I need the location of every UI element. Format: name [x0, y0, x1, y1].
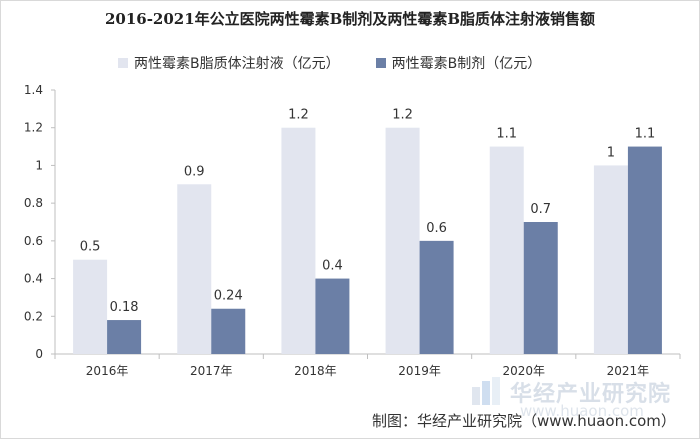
bar-liposome	[177, 184, 212, 354]
bar-liposome	[385, 127, 420, 354]
bar-preparation	[419, 240, 454, 354]
y-tick-label: 0.4	[24, 272, 43, 286]
data-label-preparation: 0.24	[214, 289, 243, 304]
data-label-preparation: 0.18	[110, 300, 139, 315]
data-label-liposome: 1.2	[288, 108, 309, 123]
bar-liposome	[593, 165, 628, 354]
x-tick-label: 2019年	[398, 364, 441, 378]
data-label-preparation: 0.6	[426, 221, 447, 236]
watermark-logo-icon	[472, 377, 500, 405]
bar-preparation	[107, 320, 142, 354]
y-tick-label: 1.4	[24, 83, 43, 97]
data-label-liposome: 0.9	[184, 164, 205, 179]
legend-label-preparation: 两性霉素B制剂（亿元）	[391, 56, 542, 72]
watermark: 华经产业研究院	[470, 376, 671, 408]
x-tick-label: 2021年	[607, 364, 650, 378]
legend-label-liposome: 两性霉素B脂质体注射液（亿元）	[134, 56, 340, 72]
legend-item-preparation: 两性霉素B制剂（亿元）	[375, 53, 542, 73]
x-tick-label: 2018年	[294, 364, 337, 378]
bar-liposome	[281, 127, 316, 354]
bar-preparation	[211, 308, 246, 354]
data-label-preparation: 0.7	[530, 202, 551, 217]
chart-legend: 两性霉素B脂质体注射液（亿元） 两性霉素B制剂（亿元）	[118, 53, 577, 73]
y-tick-label: 0.2	[24, 309, 43, 323]
data-label-liposome: 0.5	[80, 240, 101, 255]
x-tick-label: 2017年	[190, 364, 233, 378]
legend-swatch-liposome	[118, 58, 128, 68]
x-tick-label: 2016年	[86, 364, 129, 378]
y-tick-label: 0	[35, 347, 43, 361]
bar-preparation	[627, 146, 662, 354]
y-tick-label: 1.2	[24, 121, 43, 135]
watermark-text: 华经产业研究院	[510, 382, 672, 407]
data-label-liposome: 1.2	[392, 108, 413, 123]
legend-item-liposome: 两性霉素B脂质体注射液（亿元）	[118, 53, 340, 73]
watermark-url: www.huaon.com	[520, 402, 644, 420]
chart-title: 2016-2021年公立医院两性霉素B制剂及两性霉素B脂质体注射液销售额	[104, 10, 596, 28]
bar-liposome	[73, 259, 108, 354]
bar-preparation	[315, 278, 350, 354]
legend-swatch-preparation	[375, 58, 386, 68]
data-label-preparation: 0.4	[322, 259, 343, 274]
y-tick-label: 0.8	[24, 196, 43, 210]
bar-liposome	[489, 146, 524, 354]
y-tick-label: 1	[35, 158, 43, 172]
bar-preparation	[523, 222, 558, 354]
x-tick-label: 2020年	[502, 364, 545, 378]
data-label-preparation: 1.1	[635, 127, 656, 142]
data-label-liposome: 1	[607, 145, 615, 160]
data-label-liposome: 1.1	[496, 127, 517, 142]
y-tick-label: 0.6	[24, 234, 43, 248]
source-note: 制图：华经产业研究院（www.huaon.com）	[372, 412, 676, 430]
